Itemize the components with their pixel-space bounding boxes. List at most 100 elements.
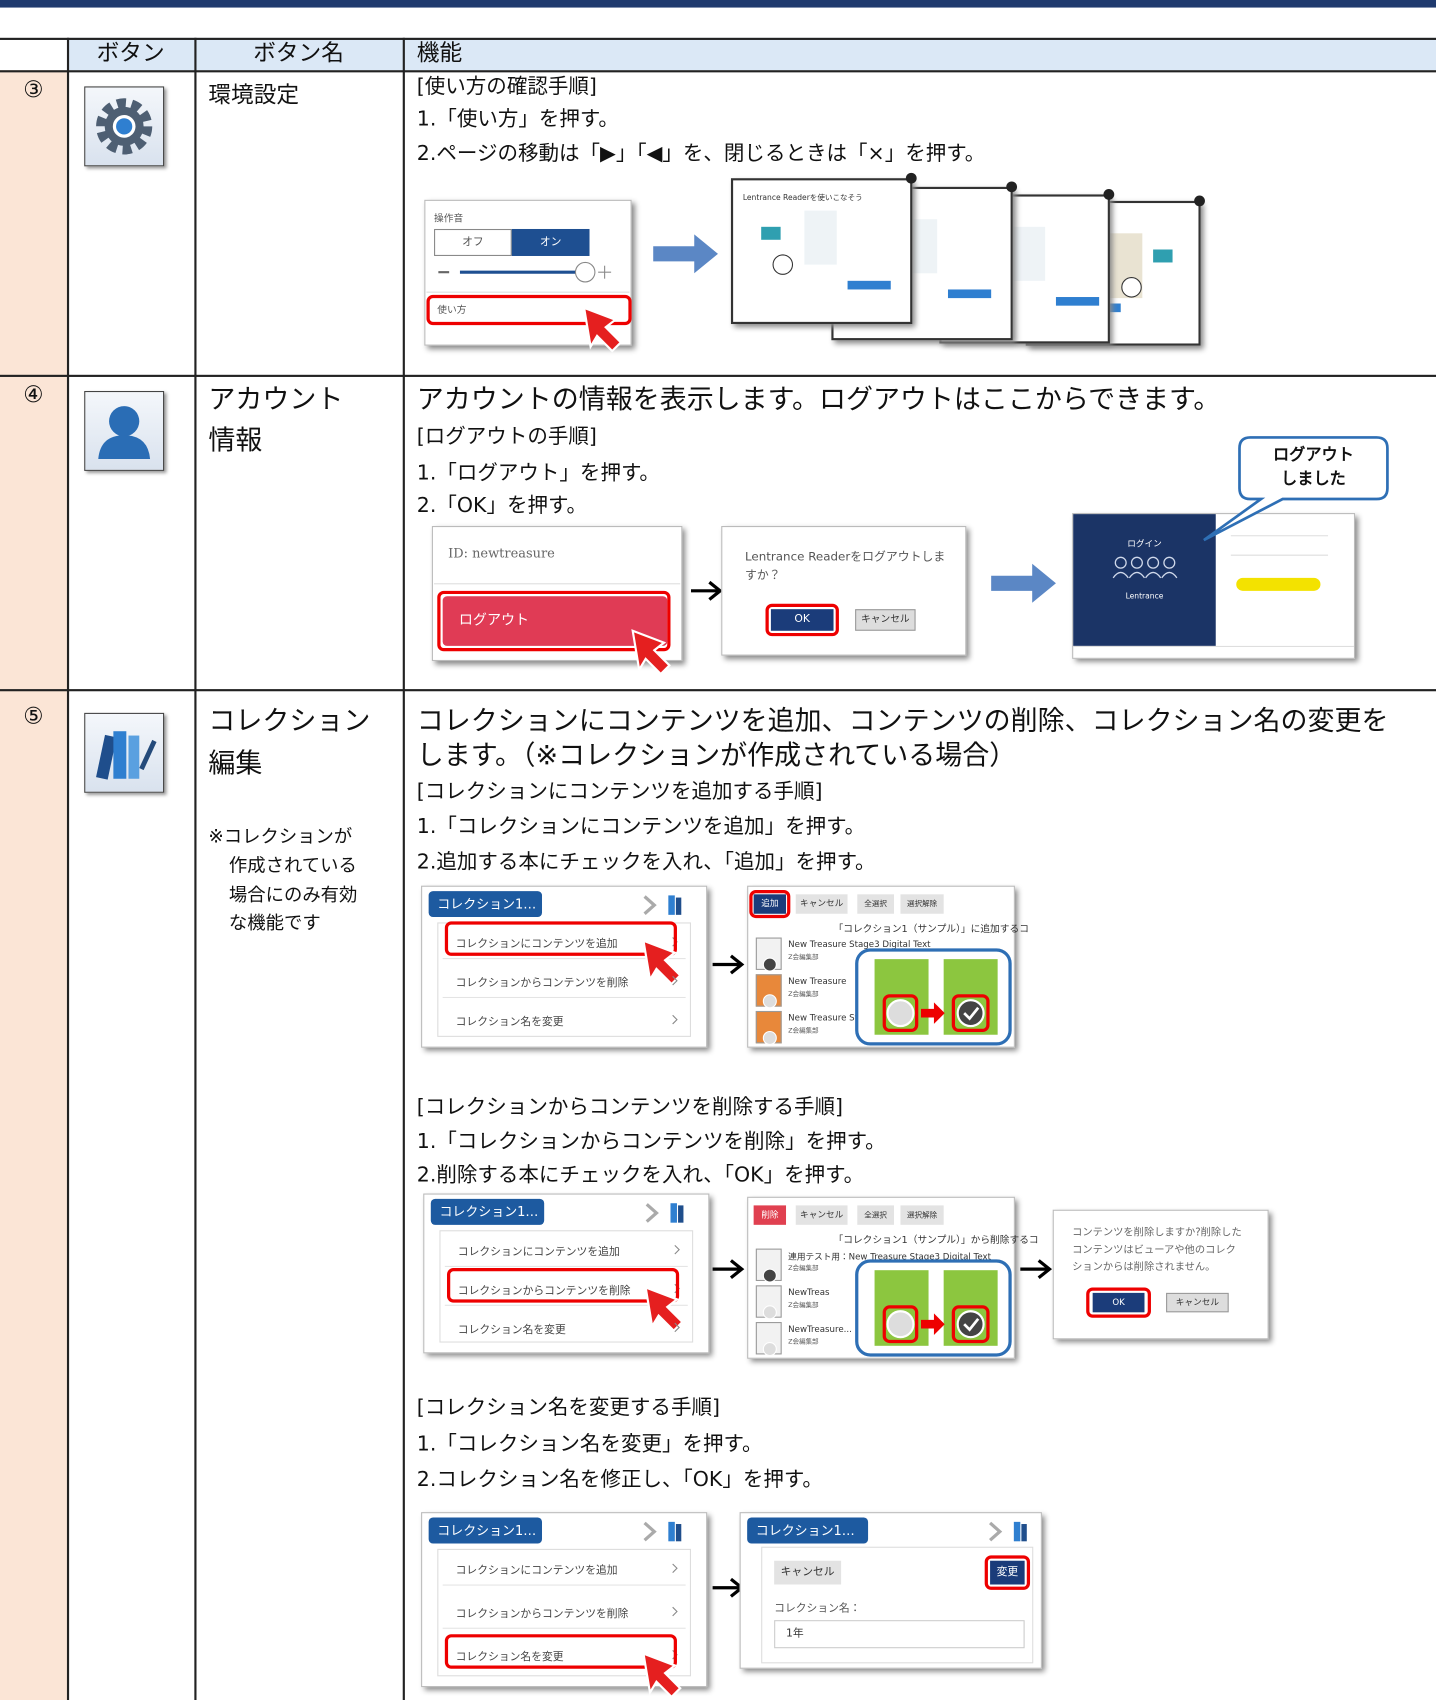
toolbar-button: 全選択	[857, 894, 894, 914]
check-circle	[762, 1342, 777, 1357]
delete-dialog	[1052, 1209, 1269, 1340]
shape	[847, 280, 891, 290]
cancel-button: キャンセル	[774, 1560, 842, 1585]
shape	[886, 999, 915, 1028]
guide-title: Lentrance Readerを使いこなそう	[742, 193, 863, 202]
shape	[582, 306, 623, 353]
shape	[920, 1002, 945, 1024]
highlight-box	[426, 294, 632, 326]
book-publisher: Z会編集部	[788, 990, 819, 999]
chevron	[643, 895, 682, 915]
shape	[1012, 226, 1046, 281]
shape	[951, 994, 990, 1033]
shape	[762, 957, 777, 972]
step-text: [コレクションからコンテンツを削除する手順]	[416, 1095, 844, 1119]
menu-item: コレクションからコンテンツを削除	[455, 977, 629, 990]
book-title: New Treasure	[788, 976, 847, 987]
button-name: コレクション	[208, 705, 371, 737]
check-circle	[762, 1030, 777, 1045]
header-cell: 機能	[416, 39, 463, 66]
flow-arrow	[653, 234, 719, 274]
shape	[963, 1006, 980, 1021]
shape	[1055, 297, 1100, 306]
toolbar-button: 選択解除	[900, 1205, 944, 1225]
chevron	[672, 1014, 678, 1025]
link: 使い方	[437, 305, 467, 317]
callout-text: しました	[1281, 468, 1346, 489]
separator	[442, 996, 686, 999]
collection-title: コレクション1…	[430, 1198, 545, 1225]
shape	[920, 1313, 945, 1336]
chevron	[672, 976, 678, 986]
shape	[1163, 556, 1176, 569]
shape	[1021, 1524, 1027, 1542]
book-title: 連用テスト用：New Treasure Stage3 Digital Text	[788, 1251, 992, 1262]
cancel-button: キャンセル	[855, 609, 916, 631]
step-text: 1.「コレクションにコンテンツを追加」を押す。	[416, 814, 866, 839]
separator	[434, 583, 681, 585]
step-text: 2.コレクション名を修正し、「OK」を押す。	[416, 1467, 823, 1492]
account-id: ID: newtreasure	[448, 545, 555, 561]
shape	[672, 1606, 678, 1617]
label: 操作音	[434, 213, 464, 225]
shape	[729, 954, 745, 975]
shape	[989, 1521, 1003, 1542]
shape	[947, 289, 992, 299]
note-text: 場合にのみ有効	[228, 884, 358, 907]
chevron	[672, 1606, 678, 1617]
menu-item: コレクションにコンテンツを追加	[455, 938, 618, 951]
highlight-box	[1086, 1287, 1151, 1318]
account-icon	[84, 390, 165, 471]
flow-arrow	[991, 563, 1056, 603]
person-head	[109, 406, 140, 437]
menu-panel	[437, 922, 692, 1037]
check-circle	[762, 957, 777, 972]
flow-arrow	[1020, 1259, 1053, 1280]
shape	[1112, 556, 1178, 579]
menu-item: コレクション名を変更	[457, 1324, 566, 1337]
gear	[96, 98, 153, 155]
button-name: アカウント	[208, 383, 344, 415]
shape	[672, 1563, 678, 1574]
lead-text: します。（※コレクションが作成されている場合）	[416, 739, 1017, 772]
volume-slider	[438, 261, 612, 283]
separator	[442, 958, 686, 960]
table-border	[0, 689, 1436, 691]
toolbar-button: 選択解除	[900, 894, 944, 914]
login-footer	[1073, 645, 1354, 647]
shape	[645, 1203, 659, 1223]
header-cell: ボタン名	[253, 39, 344, 66]
toggle-off: オフ	[434, 228, 512, 256]
flow-arrow	[712, 1259, 745, 1280]
shape	[729, 1259, 745, 1280]
list-heading: 「コレクション1（サンプル）」から削除するコ	[833, 1235, 1039, 1247]
book-title: New Treasure St	[788, 1013, 859, 1023]
shape	[1103, 189, 1115, 200]
shape	[574, 261, 596, 283]
flow-arrow	[691, 580, 723, 601]
logout-button: ログアウト	[442, 596, 668, 646]
menu-panel	[439, 1230, 694, 1343]
login-brand: Lentrance	[1125, 591, 1164, 601]
book-title: NewTreasure...	[788, 1324, 852, 1334]
separator	[426, 291, 630, 293]
shape	[762, 994, 777, 1009]
shape	[642, 1651, 682, 1699]
shape	[1013, 1521, 1021, 1542]
shape	[670, 1203, 677, 1223]
gear-center	[112, 115, 136, 138]
shape	[991, 563, 1056, 603]
shape	[672, 976, 678, 986]
shape	[1121, 277, 1142, 298]
highlight-box	[444, 921, 677, 956]
settings-icon	[84, 86, 165, 167]
collection-title: コレクション1…	[428, 891, 543, 918]
note-text: 作成されている	[228, 855, 357, 878]
table-border	[66, 37, 69, 1700]
shape	[1006, 181, 1018, 193]
table-border	[0, 37, 1436, 40]
close-button	[1006, 181, 1018, 193]
book-publisher: Z会編集部	[788, 1264, 819, 1273]
shape	[1147, 556, 1160, 569]
shape	[882, 994, 919, 1033]
